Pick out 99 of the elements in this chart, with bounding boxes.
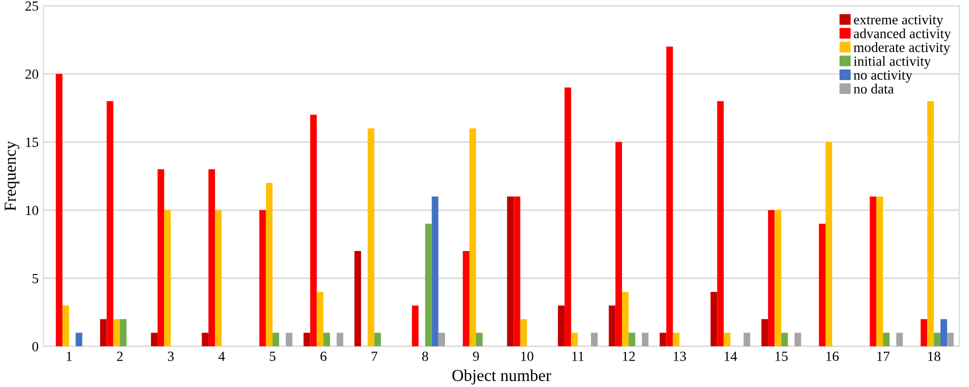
bar bbox=[310, 114, 317, 346]
bar bbox=[761, 319, 768, 346]
bar bbox=[286, 332, 292, 346]
x-tick-label: 17 bbox=[877, 352, 890, 361]
bar bbox=[794, 332, 802, 346]
bar bbox=[876, 196, 883, 346]
x-tick-label: 14 bbox=[724, 352, 738, 361]
bar bbox=[100, 319, 107, 346]
bar bbox=[164, 210, 171, 346]
bar bbox=[717, 101, 724, 346]
bar bbox=[744, 332, 750, 346]
bar bbox=[368, 128, 374, 346]
bar bbox=[106, 101, 114, 346]
bar bbox=[666, 46, 673, 346]
bar bbox=[304, 332, 310, 346]
bar bbox=[259, 210, 266, 346]
bar bbox=[564, 88, 572, 346]
legend-label: moderate activity bbox=[854, 42, 950, 55]
bar bbox=[520, 319, 527, 346]
bar bbox=[215, 210, 222, 346]
y-tick-label: 0 bbox=[32, 342, 38, 352]
bar bbox=[272, 332, 280, 346]
bar bbox=[642, 332, 648, 346]
bar bbox=[818, 224, 826, 346]
bar bbox=[150, 332, 158, 346]
bar bbox=[62, 306, 70, 346]
bar bbox=[622, 292, 629, 346]
bar bbox=[120, 319, 127, 346]
bar bbox=[672, 332, 680, 346]
x-tick-label: 3 bbox=[168, 352, 174, 361]
bar bbox=[590, 332, 598, 346]
y-tick-label: 20 bbox=[25, 70, 38, 79]
bar bbox=[781, 332, 788, 346]
bar bbox=[710, 292, 718, 346]
bar bbox=[514, 196, 520, 346]
x-tick-label: 18 bbox=[928, 352, 940, 361]
bar bbox=[469, 128, 476, 346]
bar bbox=[558, 306, 565, 346]
legend-label: no data bbox=[854, 84, 894, 94]
bar bbox=[56, 74, 62, 346]
legend-label: extreme activity bbox=[854, 15, 944, 28]
x-tick-label: 13 bbox=[674, 352, 686, 361]
bar bbox=[374, 332, 381, 346]
bar bbox=[768, 210, 775, 346]
x-tick-label: 16 bbox=[826, 352, 839, 361]
bar bbox=[266, 182, 273, 346]
bar bbox=[934, 332, 940, 346]
y-tick-label: 5 bbox=[32, 274, 38, 284]
x-tick-label: 5 bbox=[270, 352, 276, 361]
bar bbox=[462, 251, 470, 346]
x-tick-label: 12 bbox=[622, 352, 635, 361]
bar bbox=[927, 101, 934, 346]
x-tick-label: 11 bbox=[572, 352, 584, 361]
x-tick-label: 15 bbox=[776, 352, 788, 361]
x-tick-label: 1 bbox=[66, 352, 72, 361]
x-tick-label: 7 bbox=[372, 352, 378, 361]
bar bbox=[476, 332, 483, 346]
bar bbox=[870, 196, 876, 346]
bar bbox=[202, 332, 208, 346]
bar bbox=[628, 332, 636, 346]
bar bbox=[412, 306, 419, 346]
bar bbox=[940, 319, 948, 346]
legend-label: initial activity bbox=[854, 56, 931, 69]
bar bbox=[432, 196, 438, 346]
bar bbox=[724, 332, 730, 346]
y-tick-label: 15 bbox=[26, 138, 38, 147]
bar bbox=[158, 169, 164, 346]
x-tick-label: 4 bbox=[218, 352, 225, 361]
bar bbox=[571, 332, 578, 346]
bar bbox=[615, 142, 622, 346]
bar bbox=[947, 332, 954, 346]
bar bbox=[896, 332, 903, 346]
y-tick-label: 10 bbox=[26, 206, 38, 216]
x-tick-label: 6 bbox=[320, 352, 326, 361]
bar bbox=[76, 332, 82, 346]
bar bbox=[113, 319, 120, 346]
x-axis-title: Object number bbox=[452, 369, 552, 384]
bar bbox=[208, 169, 216, 346]
bar bbox=[920, 319, 928, 346]
bar bbox=[323, 332, 330, 346]
x-tick-label: 2 bbox=[117, 352, 123, 361]
bar bbox=[608, 306, 616, 346]
bar bbox=[660, 332, 666, 346]
y-axis-title: Frequency bbox=[4, 140, 20, 211]
y-tick-label: 25 bbox=[25, 1, 38, 11]
bar bbox=[354, 251, 362, 346]
x-tick-label: 9 bbox=[472, 352, 479, 361]
bar bbox=[507, 196, 514, 346]
bar bbox=[336, 332, 344, 346]
x-tick-label: 8 bbox=[422, 352, 428, 361]
bar bbox=[883, 332, 890, 346]
legend-label: no activity bbox=[854, 70, 912, 83]
bar bbox=[316, 292, 324, 346]
bar bbox=[774, 210, 782, 346]
x-tick-label: 10 bbox=[521, 352, 534, 361]
bar bbox=[438, 332, 445, 346]
bar bbox=[425, 224, 432, 346]
bar bbox=[826, 142, 832, 346]
legend-label: advanced activity bbox=[854, 28, 951, 42]
